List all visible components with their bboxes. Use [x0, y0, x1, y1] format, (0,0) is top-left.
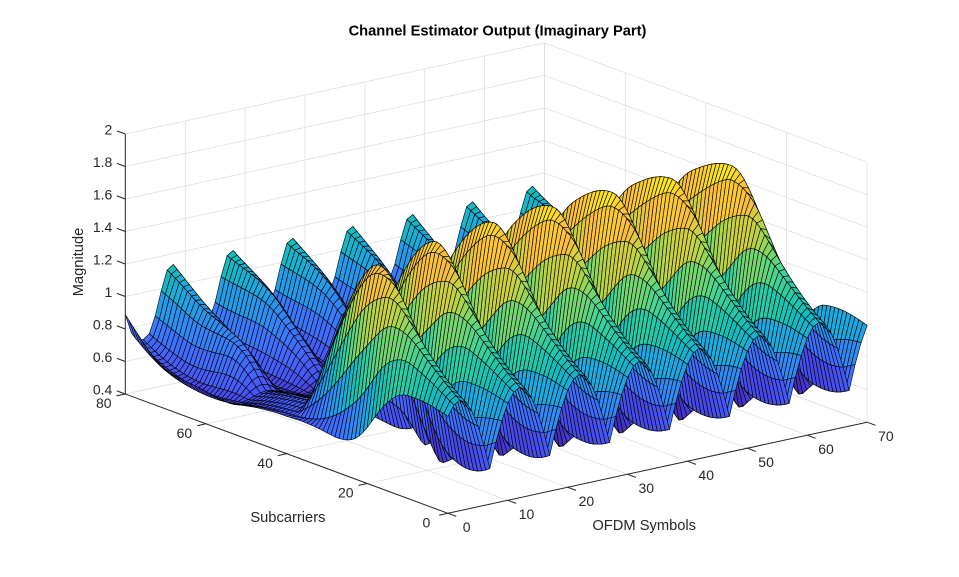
svg-text:70: 70 [878, 428, 894, 444]
svg-text:50: 50 [758, 454, 774, 470]
svg-text:1.2: 1.2 [93, 251, 113, 267]
svg-text:Subcarriers: Subcarriers [250, 510, 325, 526]
svg-text:20: 20 [579, 493, 595, 509]
svg-text:1.8: 1.8 [93, 154, 113, 170]
svg-text:OFDM Symbols: OFDM Symbols [592, 518, 696, 534]
svg-text:60: 60 [177, 425, 193, 441]
svg-text:0: 0 [423, 515, 431, 531]
svg-text:40: 40 [698, 467, 714, 483]
svg-text:Magnitude: Magnitude [71, 228, 87, 297]
svg-text:0.8: 0.8 [93, 316, 113, 332]
svg-text:20: 20 [338, 485, 354, 501]
svg-text:1.6: 1.6 [93, 186, 113, 202]
svg-text:0: 0 [463, 519, 471, 535]
svg-text:10: 10 [519, 506, 535, 522]
svg-text:0.6: 0.6 [93, 349, 113, 365]
svg-text:40: 40 [257, 455, 273, 471]
svg-text:0.4: 0.4 [93, 381, 113, 397]
svg-text:1: 1 [105, 284, 113, 300]
svg-text:1.4: 1.4 [93, 219, 113, 235]
svg-text:80: 80 [96, 395, 112, 411]
svg-text:2: 2 [105, 121, 113, 137]
svg-text:Channel Estimator Output (Imag: Channel Estimator Output (Imaginary Part… [349, 23, 647, 39]
svg-text:30: 30 [639, 480, 655, 496]
svg-text:60: 60 [818, 441, 834, 457]
